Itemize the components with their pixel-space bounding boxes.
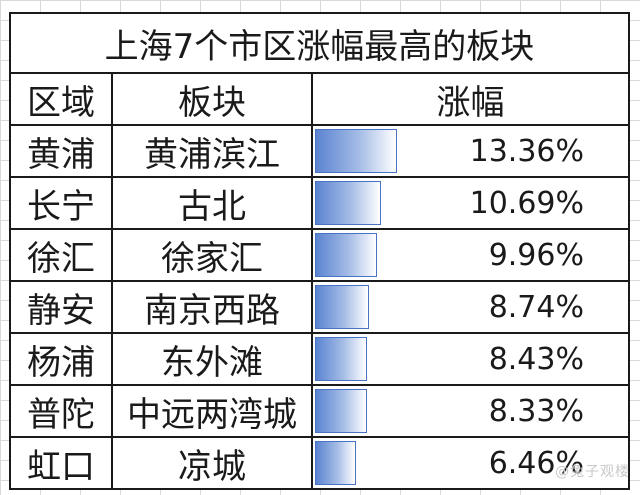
increase-value: 6.46% [488,445,584,481]
sector-cell: 东外滩 [111,332,313,386]
increase-cell: 8.33% [311,384,630,438]
data-bar [315,233,377,277]
table-row: 黄浦 黄浦滨江 13.36% [9,124,630,178]
table-row: 徐汇 徐家汇 9.96% [9,228,630,282]
increase-value: 10.69% [469,185,584,221]
increase-cell: 10.69% [311,176,630,230]
increase-value: 9.96% [488,237,584,273]
district-cell: 长宁 [9,176,113,230]
data-bar [315,389,367,433]
district-cell: 黄浦 [9,124,113,178]
sector-cell: 古北 [111,176,313,230]
district-cell: 徐汇 [9,228,113,282]
table-row: 长宁 古北 10.69% [9,176,630,230]
data-bar [315,129,397,173]
district-cell: 杨浦 [9,332,113,386]
increase-cell: 8.74% [311,280,630,334]
header-increase: 涨幅 [311,72,630,126]
district-cell: 静安 [9,280,113,334]
district-cell: 普陀 [9,384,113,438]
sector-cell: 中远两湾城 [111,384,313,438]
increase-table: 上海7个市区涨幅最高的板块 区域 板块 涨幅 黄浦 黄浦滨江 13.36% 长宁 古北 1… [9,12,630,490]
data-bar [315,441,356,485]
table-row: 杨浦 东外滩 8.43% [9,332,630,386]
increase-cell: 9.96% [311,228,630,282]
header-district: 区域 [9,72,113,126]
district-cell: 虹口 [9,436,113,490]
increase-value: 8.33% [488,393,584,429]
increase-cell: 13.36% [311,124,630,178]
table-row: 静安 南京西路 8.74% [9,280,630,334]
increase-value: 8.74% [488,289,584,325]
table-row: 普陀 中远两湾城 8.33% [9,384,630,438]
sector-cell: 黄浦滨江 [111,124,313,178]
sector-cell: 南京西路 [111,280,313,334]
table-title: 上海7个市区涨幅最高的板块 [9,12,630,74]
header-sector: 板块 [111,72,313,126]
data-bar [315,285,369,329]
increase-cell: 8.43% [311,332,630,386]
increase-cell: 6.46% [311,436,630,490]
watermark: @兔子观楼 [555,464,630,480]
increase-value: 13.36% [469,133,584,169]
increase-value: 8.43% [488,341,584,377]
data-bar [315,181,381,225]
table-row: 虹口 凉城 6.46% [9,436,630,490]
sector-cell: 凉城 [111,436,313,490]
sector-cell: 徐家汇 [111,228,313,282]
data-bar [315,337,367,381]
